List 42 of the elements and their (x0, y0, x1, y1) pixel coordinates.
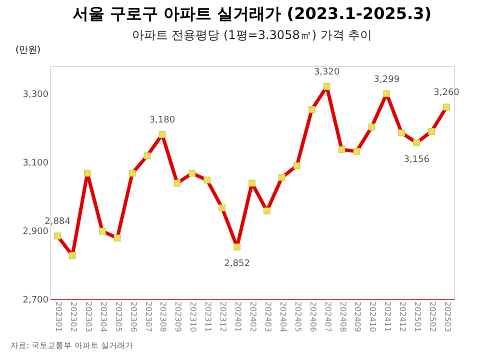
chart-title: 서울 구로구 아파트 실거래가 (2023.1-2025.3) (72, 4, 432, 23)
data-label: 3,260 (434, 88, 460, 98)
x-tick-label: 202308 (158, 302, 168, 332)
text: 자료: 국토교통부 아파트 실거래가 (10, 341, 133, 350)
x-tick-label: 202501 (413, 302, 422, 332)
x-tick-label: 202301 (54, 302, 63, 332)
x-tick-label: 202303 (84, 302, 93, 332)
x-tick-label: 202402 (248, 302, 258, 332)
x-tick-label: 202312 (218, 302, 228, 332)
data-label: 2,884 (44, 216, 71, 227)
x-tick-label: 202407 (323, 302, 332, 332)
x-tick-label: 202404 (278, 302, 288, 332)
data-label: 3,299 (374, 74, 400, 85)
x-tick-label: 202410 (368, 302, 378, 332)
y-tick-label: 2,700 (22, 296, 49, 306)
y-axis-title: (만원) (16, 46, 41, 56)
x-tick-label: 202405 (293, 302, 302, 332)
x-tick-label: 202401 (234, 302, 243, 332)
x-tick-label: 202412 (398, 302, 408, 332)
x-tick-label: 202305 (114, 302, 123, 332)
x-tick-label: 202409 (353, 302, 362, 332)
x-tick-label: 202309 (174, 302, 183, 332)
chart-subtitle: 아파트 전용평당 (1평=3.3058㎡) 가격 추이 (132, 28, 372, 42)
x-tick-label: 202302 (68, 302, 78, 332)
y-tick-label: 3,100 (22, 158, 49, 168)
x-tick-label: 202502 (428, 302, 438, 332)
x-tick-label: 202304 (98, 302, 108, 332)
x-tick-label: 202311 (204, 302, 213, 332)
x-tick-label: 202411 (383, 302, 392, 332)
x-tick-label: 202403 (263, 302, 272, 332)
x-tick-label: 202310 (188, 302, 198, 332)
x-tick-label: 202408 (338, 302, 348, 332)
x-tick-label: 202406 (308, 302, 318, 332)
data-label: 3,180 (149, 116, 176, 126)
x-tick-label: 202307 (144, 302, 153, 332)
data-label: 2,852 (224, 258, 250, 269)
x-tick-label: 202306 (128, 302, 138, 332)
y-tick-label: 3,300 (22, 90, 49, 100)
y-tick-label: 2,900 (22, 226, 49, 237)
data-label: 3,156 (404, 154, 430, 165)
data-label: 3,320 (314, 68, 340, 78)
x-tick-label: 202503 (443, 302, 452, 332)
